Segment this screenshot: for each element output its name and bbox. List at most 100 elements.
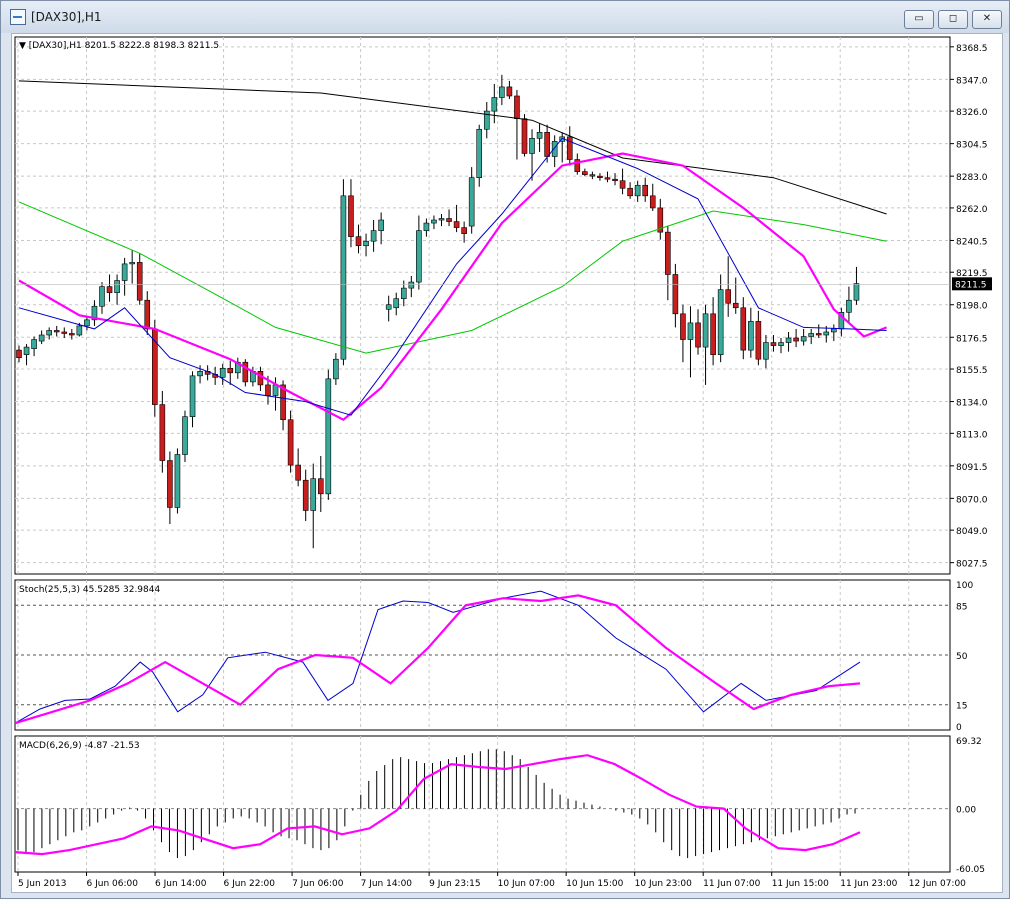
candle <box>370 220 377 252</box>
candle <box>159 390 166 473</box>
candle <box>506 80 513 100</box>
candle <box>333 353 339 385</box>
bear-candle-body <box>453 221 460 228</box>
candle <box>604 171 611 183</box>
y-tick-label: 8304.5 <box>956 141 988 151</box>
close-button[interactable]: ✕ <box>972 10 1002 29</box>
bear-candle-body <box>649 195 656 209</box>
candle <box>627 182 633 199</box>
window-titlebar[interactable]: [DAX30],H1 ▭ ◻ ✕ <box>1 1 1009 33</box>
bull-candle-body <box>182 416 188 455</box>
y-tick-label: 100 <box>956 581 973 591</box>
candle <box>740 297 747 360</box>
bear-candle-body <box>461 227 467 234</box>
candle <box>755 310 762 366</box>
candle <box>61 327 68 339</box>
candle <box>53 325 60 337</box>
bear-candle-body <box>710 313 716 355</box>
candle <box>31 336 37 357</box>
bull-candle-body <box>853 283 860 301</box>
bear-candle-body <box>144 299 151 330</box>
candle <box>649 183 656 211</box>
bull-candle-body <box>800 336 807 342</box>
bear-candle-body <box>589 174 596 177</box>
x-tick-label: 9 Jun 23:15 <box>429 879 480 889</box>
chart-svg[interactable]: 8368.5 8347.0 8326.0 8304.5 8283.0 8262.0 8240… <box>12 34 1002 892</box>
bear-candle-body <box>295 464 301 481</box>
candle <box>672 263 679 328</box>
candle <box>393 292 400 316</box>
bull-candle-body <box>31 339 37 349</box>
bear-candle-body <box>159 404 166 461</box>
bear-candle-body <box>755 321 762 360</box>
y-tick-label: 8240.5 <box>956 237 988 247</box>
bear-candle-body <box>642 184 649 197</box>
x-tick-label: 12 Jun 07:00 <box>909 879 966 889</box>
candle <box>46 327 52 340</box>
candle <box>800 328 807 346</box>
candle <box>182 410 188 463</box>
maximize-button[interactable]: ◻ <box>938 10 968 29</box>
candle <box>846 286 852 323</box>
candle <box>167 451 173 525</box>
bear-candle-body <box>574 159 581 172</box>
bull-candle-body <box>393 298 400 309</box>
y-tick-label: 69.32 <box>956 737 982 747</box>
bull-candle-body <box>831 328 837 333</box>
candle <box>431 215 437 230</box>
bull-candle-body <box>476 128 483 178</box>
bear-candle-body <box>665 231 671 275</box>
candle <box>438 213 445 227</box>
y-tick-label: 50 <box>956 652 968 662</box>
x-tick-label: 6 Jun 14:00 <box>155 879 207 889</box>
candle <box>559 132 566 163</box>
x-tick-label: 7 Jun 06:00 <box>292 879 344 889</box>
candle <box>348 179 354 248</box>
candle <box>234 357 241 379</box>
bull-candle-body <box>687 322 694 340</box>
bull-candle-body <box>823 331 830 336</box>
candle <box>423 218 430 237</box>
candle <box>785 331 792 352</box>
bull-candle-body <box>717 289 724 355</box>
y-tick-label: 8091.5 <box>956 463 988 473</box>
minimize-button[interactable]: ▭ <box>904 10 934 29</box>
candle <box>174 448 181 514</box>
candle <box>483 102 490 139</box>
y-tick-label: 8368.5 <box>956 44 988 54</box>
candle <box>84 316 90 331</box>
stochastic-line <box>14 590 861 724</box>
x-tick-label: 11 Jun 23:00 <box>840 879 897 889</box>
candle <box>770 334 777 352</box>
x-tick-label: 10 Jun 07:00 <box>498 879 555 889</box>
candle <box>189 371 196 428</box>
candle <box>114 274 120 305</box>
candle <box>476 124 483 187</box>
x-tick-label: 6 Jun 22:00 <box>224 879 276 889</box>
bear-candle-body <box>612 178 618 182</box>
candle <box>748 307 754 358</box>
y-tick-label: 8347.0 <box>956 76 988 86</box>
y-tick-label: 8198.0 <box>956 302 988 312</box>
bull-candle-body <box>438 218 445 221</box>
y-tick-label: 15 <box>956 702 967 712</box>
bear-candle-body <box>61 331 68 334</box>
x-tick-label: 11 Jun 07:00 <box>703 879 760 889</box>
bear-candle-body <box>106 286 113 293</box>
candle <box>129 250 135 284</box>
bull-candle-body <box>634 184 641 197</box>
candle <box>257 366 264 391</box>
bear-candle-body <box>446 218 452 222</box>
bear-candle-body <box>506 86 513 97</box>
chart-icon <box>10 9 26 25</box>
bull-candle-body <box>529 138 535 154</box>
candle <box>687 306 694 378</box>
candle <box>121 257 128 296</box>
chart-area[interactable]: 8368.5 8347.0 8326.0 8304.5 8283.0 8262.0 8240… <box>11 33 1003 893</box>
bull-candle-body <box>808 333 814 337</box>
bear-candle-body <box>566 136 573 160</box>
y-tick-label: 85 <box>956 602 967 612</box>
bull-candle-body <box>84 319 90 327</box>
candle <box>710 297 716 366</box>
price-header: ▼ [DAX30],H1 8201.5 8222.8 8198.3 8211.5 <box>19 41 219 51</box>
